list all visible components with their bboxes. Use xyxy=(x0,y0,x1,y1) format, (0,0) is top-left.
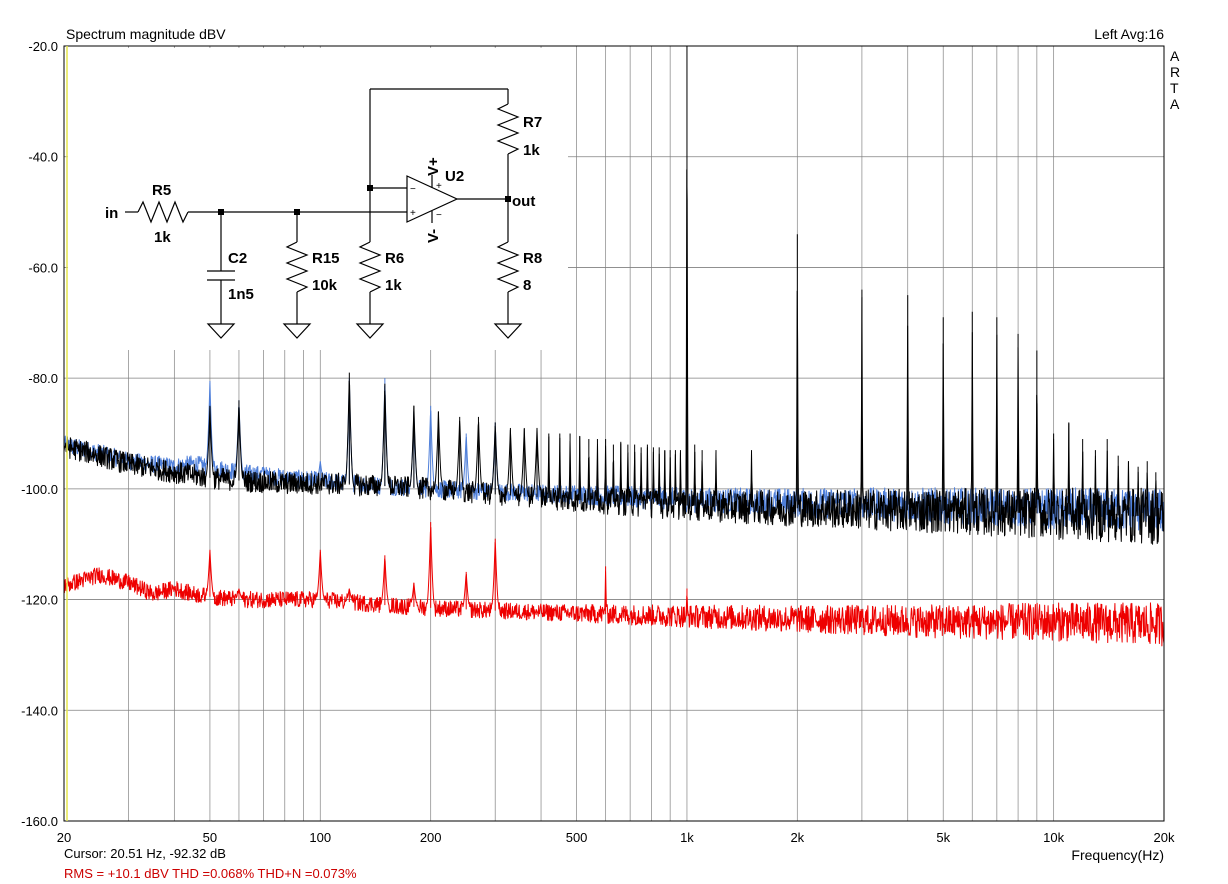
label-u2: U2 xyxy=(445,168,464,185)
schematic-panel: in R5 1k C2 1n5 R15 10k R6 1k R7 1k R8 8… xyxy=(68,48,568,350)
label-r15: R15 xyxy=(312,250,340,267)
y-tick-label: -160.0 xyxy=(21,814,58,829)
x-axis-label: Frequency(Hz) xyxy=(1071,847,1164,863)
y-tick-label: -60.0 xyxy=(28,260,58,275)
y-tick-label: -120.0 xyxy=(21,593,58,608)
value-r6: 1k xyxy=(385,277,402,294)
value-r5: 1k xyxy=(154,229,171,246)
value-r7: 1k xyxy=(523,142,540,159)
plot-frame xyxy=(63,45,1165,822)
x-tick-label: 10k xyxy=(1043,830,1064,845)
x-tick-label: 2k xyxy=(790,830,804,845)
x-tick-label: 100 xyxy=(309,830,331,845)
tick-labels: -20.0 -40.0 -60.0 -80.0 -100.0 -120.0 -140.0 -1… xyxy=(21,39,1175,845)
stats-readout: RMS = +10.1 dBV THD =0.068% THD+N =0.073… xyxy=(64,866,357,881)
x-tick-label: 50 xyxy=(203,830,217,845)
series-line xyxy=(63,526,1165,647)
value-r15: 10k xyxy=(312,277,338,294)
brand-letter-t: T xyxy=(1170,80,1179,96)
label-in: in xyxy=(105,205,118,222)
label-r8: R8 xyxy=(523,250,542,267)
opamp-minus-sign: − xyxy=(410,184,416,195)
label-c2: C2 xyxy=(228,250,247,267)
value-r8: 8 xyxy=(523,277,531,294)
label-r5: R5 xyxy=(152,182,171,199)
x-tick-label: 5k xyxy=(936,830,950,845)
y-tick-label: -80.0 xyxy=(28,371,58,386)
y-tick-label: -140.0 xyxy=(21,703,58,718)
chart-title: Spectrum magnitude dBV xyxy=(66,26,226,42)
label-r6: R6 xyxy=(385,250,404,267)
supply-plus-sign: + xyxy=(436,181,442,192)
x-tick-label: 20k xyxy=(1154,830,1175,845)
brand-letter-r: R xyxy=(1170,64,1180,80)
brand-letter-a2: A xyxy=(1170,96,1180,112)
label-r7: R7 xyxy=(523,114,542,131)
brand-letter-a: A xyxy=(1170,48,1180,64)
y-tick-label: -20.0 xyxy=(28,39,58,54)
label-vplus: V+ xyxy=(425,157,442,176)
x-tick-label: 20 xyxy=(57,830,71,845)
opamp-plus-sign: + xyxy=(410,208,416,219)
x-tick-label: 500 xyxy=(566,830,588,845)
schematic-junctions xyxy=(218,185,511,215)
series-group xyxy=(63,46,1165,647)
series-line xyxy=(63,169,1165,545)
y-tick-label: -100.0 xyxy=(21,482,58,497)
channel-avg-label: Left Avg:16 xyxy=(1094,26,1164,42)
cursor-readout: Cursor: 20.51 Hz, -92.32 dB xyxy=(64,846,226,861)
x-tick-label: 1k xyxy=(680,830,694,845)
y-tick-label: -40.0 xyxy=(28,150,58,165)
label-vminus: V- xyxy=(425,229,442,243)
value-c2: 1n5 xyxy=(228,286,254,303)
label-out: out xyxy=(512,193,535,210)
x-tick-label: 200 xyxy=(420,830,442,845)
supply-minus-sign: − xyxy=(436,210,442,221)
